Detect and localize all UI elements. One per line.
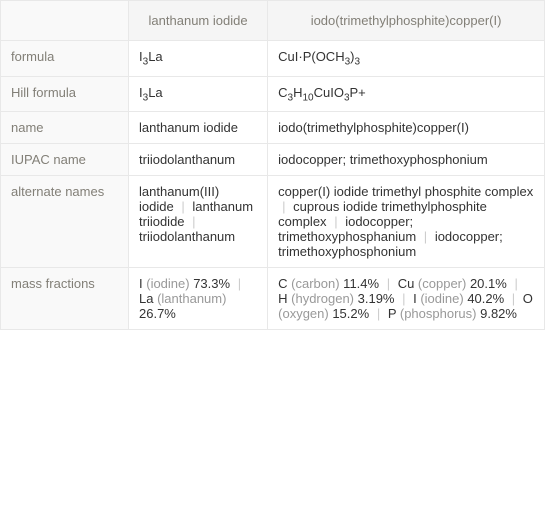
table-row: IUPAC name triiodolanthanum iodocopper; … xyxy=(1,144,545,176)
corner-cell xyxy=(1,1,129,41)
iupac-cell-1: triiodolanthanum xyxy=(129,144,268,176)
column-header-2: iodo(trimethylphosphite)copper(I) xyxy=(268,1,545,41)
table-row: Hill formula I3La C3H10CuIO3P+ xyxy=(1,76,545,112)
table-row: formula I3La CuI·P(OCH3)3 xyxy=(1,41,545,77)
row-label-mass: mass fractions xyxy=(1,268,129,330)
alternate-cell-2: copper(I) iodide trimethyl phosphite com… xyxy=(268,176,545,268)
table-row: mass fractions I (iodine) 73.3% | La (la… xyxy=(1,268,545,330)
hill-cell-2: C3H10CuIO3P+ xyxy=(268,76,545,112)
mass-cell-1: I (iodine) 73.3% | La (lanthanum) 26.7% xyxy=(129,268,268,330)
name-cell-2: iodo(trimethylphosphite)copper(I) xyxy=(268,112,545,144)
row-label-hill: Hill formula xyxy=(1,76,129,112)
row-label-iupac: IUPAC name xyxy=(1,144,129,176)
alternate-cell-1: lanthanum(III) iodide | lanthanum triiod… xyxy=(129,176,268,268)
table-row: name lanthanum iodide iodo(trimethylphos… xyxy=(1,112,545,144)
name-cell-1: lanthanum iodide xyxy=(129,112,268,144)
column-header-1: lanthanum iodide xyxy=(129,1,268,41)
chemical-comparison-table: lanthanum iodide iodo(trimethylphosphite… xyxy=(0,0,545,330)
iupac-cell-2: iodocopper; trimethoxyphosphonium xyxy=(268,144,545,176)
row-label-formula: formula xyxy=(1,41,129,77)
mass-cell-2: C (carbon) 11.4% | Cu (copper) 20.1% | H… xyxy=(268,268,545,330)
hill-cell-1: I3La xyxy=(129,76,268,112)
formula-cell-1: I3La xyxy=(129,41,268,77)
row-label-alternate: alternate names xyxy=(1,176,129,268)
table-row: alternate names lanthanum(III) iodide | … xyxy=(1,176,545,268)
formula-cell-2: CuI·P(OCH3)3 xyxy=(268,41,545,77)
row-label-name: name xyxy=(1,112,129,144)
